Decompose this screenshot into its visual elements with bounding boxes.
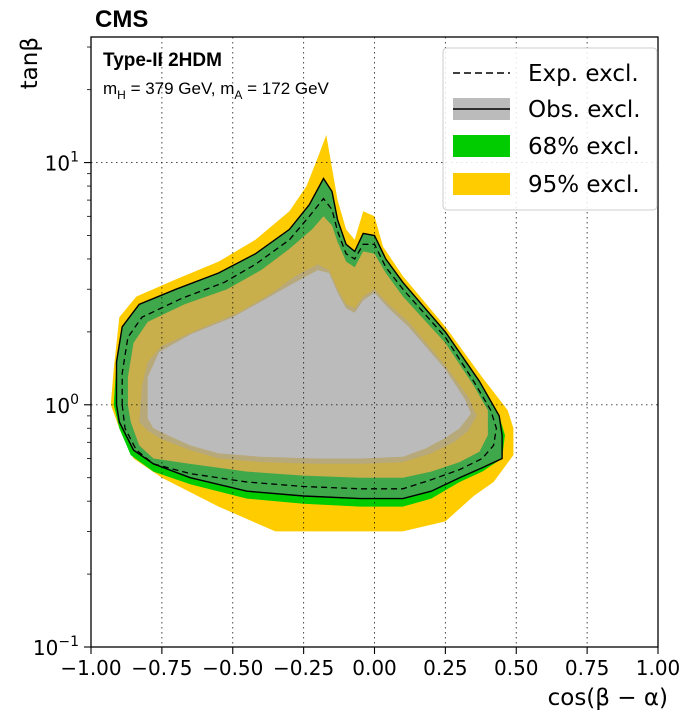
x-tick-label: 0.50: [494, 656, 539, 680]
observed-fill: [147, 270, 471, 459]
x-tick-label: −0.75: [131, 656, 192, 680]
legend-95-label: 95% excl.: [528, 172, 640, 198]
y-tick-exponent: 0: [70, 392, 79, 408]
model-label: Type-II 2HDM: [103, 50, 222, 71]
grid: [91, 37, 658, 647]
y-axis-label: tanβ: [17, 37, 43, 89]
mass-a-value: = 172 GeV: [242, 79, 329, 98]
mass-a-subscript: A: [234, 88, 242, 102]
axis-ticks: −1.00 −0.75 −0.50 −0.25 0.00 0.25 0.50 0.75 1.00…: [33, 46, 681, 680]
legend-68-label: 68% excl.: [528, 134, 640, 160]
legend-exp-label: Exp. excl.: [528, 61, 639, 87]
x-axis-label: cos(β − α): [548, 685, 668, 711]
y-tick-exponent: −1: [58, 634, 79, 650]
y-tick-base: 10: [45, 394, 70, 418]
mass-a-symbol: m: [220, 79, 234, 98]
x-tick-label: −0.25: [273, 656, 334, 680]
y-tick-base: 10: [33, 636, 58, 660]
y-tick-label: 10−1: [33, 634, 79, 660]
x-tick-label: 0.75: [565, 656, 610, 680]
y-tick-exponent: 1: [70, 150, 79, 166]
mass-h-symbol: m: [103, 79, 117, 98]
x-tick-label: −0.50: [202, 656, 263, 680]
expected-contour: [121, 197, 498, 490]
legend-box: [442, 47, 658, 211]
legend-95-swatch: [453, 173, 510, 195]
experiment-label: CMS: [95, 6, 148, 33]
mass-label: mH = 379 GeV, mA = 172 GeV: [103, 79, 330, 102]
plot-area: [110, 135, 514, 532]
observed-contour: [115, 177, 503, 500]
mass-h-subscript: H: [117, 88, 126, 102]
y-tick-base: 10: [45, 152, 70, 176]
x-tick-label: 0.25: [423, 656, 468, 680]
mass-h-value: = 379 GeV,: [126, 79, 220, 98]
y-tick-label: 100: [45, 392, 79, 418]
legend-68-swatch: [453, 135, 510, 157]
legend: Exp. excl. Obs. excl. 68% excl. 95% excl…: [442, 47, 658, 211]
x-tick-label: −1.00: [60, 656, 121, 680]
legend-obs-label: Obs. excl.: [528, 97, 641, 123]
x-tick-label: 1.00: [636, 656, 681, 680]
x-tick-label: 0.00: [352, 656, 397, 680]
y-tick-label: 101: [45, 150, 79, 176]
